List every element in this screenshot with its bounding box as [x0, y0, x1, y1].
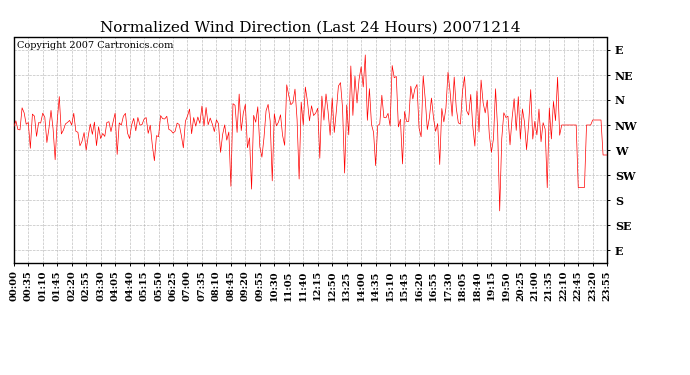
Title: Normalized Wind Direction (Last 24 Hours) 20071214: Normalized Wind Direction (Last 24 Hours… — [100, 21, 521, 35]
Text: Copyright 2007 Cartronics.com: Copyright 2007 Cartronics.com — [17, 41, 173, 50]
